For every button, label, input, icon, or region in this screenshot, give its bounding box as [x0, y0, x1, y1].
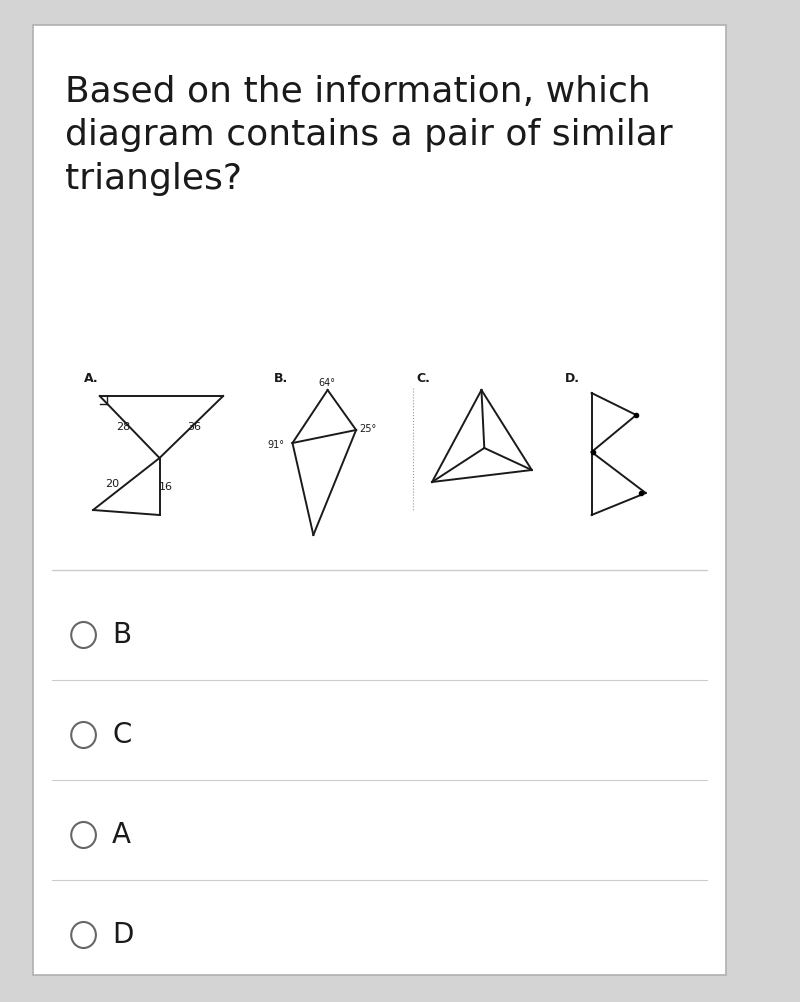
Text: 25°: 25° [359, 424, 376, 434]
Text: B.: B. [274, 372, 288, 385]
Text: 16: 16 [159, 482, 173, 492]
Text: A: A [112, 821, 131, 849]
Text: D: D [112, 921, 134, 949]
Text: C: C [112, 721, 131, 749]
Text: 20: 20 [105, 479, 119, 489]
Text: 91°: 91° [268, 440, 285, 450]
Text: B: B [112, 621, 131, 649]
Text: Based on the information, which
diagram contains a pair of similar
triangles?: Based on the information, which diagram … [65, 75, 672, 196]
Text: D.: D. [565, 372, 580, 385]
Text: 64°: 64° [318, 378, 335, 388]
Text: 28: 28 [116, 422, 130, 432]
Text: C.: C. [416, 372, 430, 385]
Text: A.: A. [83, 372, 98, 385]
Text: 36: 36 [188, 422, 202, 432]
FancyBboxPatch shape [34, 25, 726, 975]
